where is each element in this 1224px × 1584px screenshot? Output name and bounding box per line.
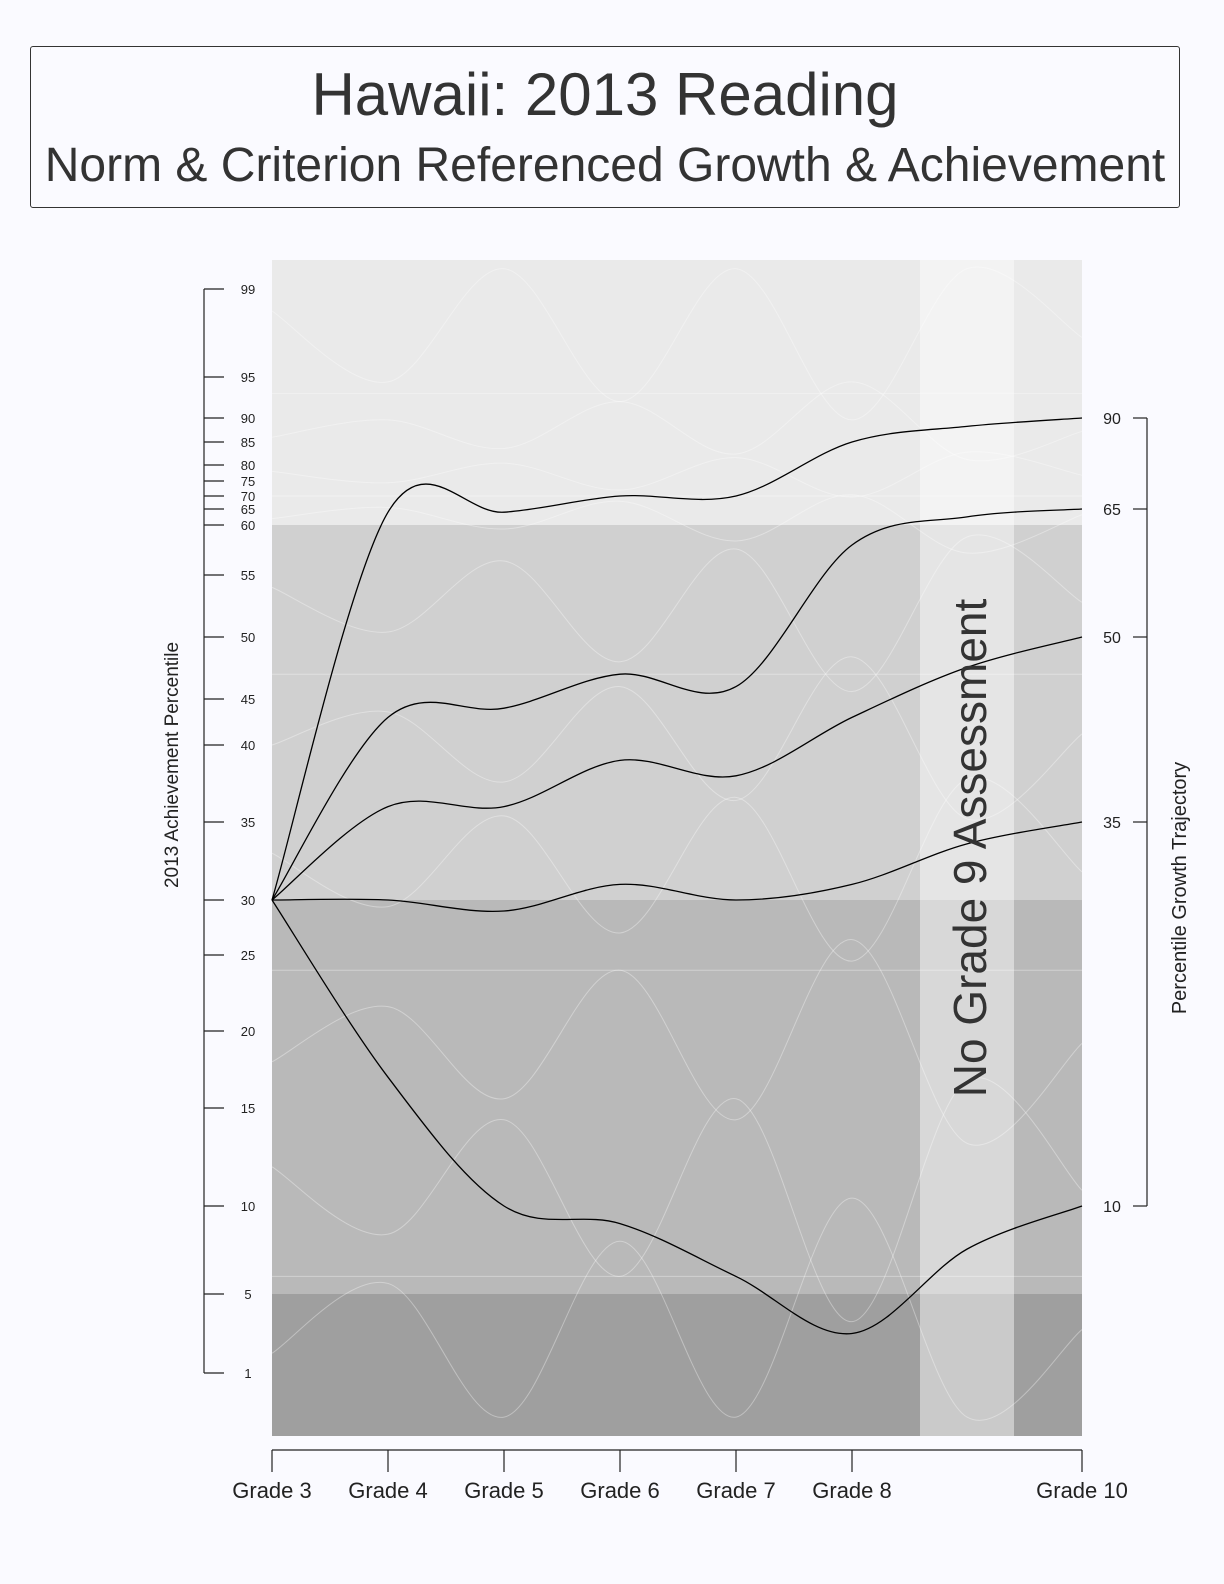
left-tick-label: 45 [241,692,255,707]
right-axis: 10 35 50 65 90 [1103,411,1148,1216]
left-tick-label: 90 [241,411,255,426]
no-assessment-gap [920,260,1014,1436]
left-tick-label: 10 [241,1199,255,1214]
achievement-band-1 [272,260,1082,525]
chart-title: Hawaii: 2013 Reading [311,61,899,128]
percentile-curve [271,451,1083,498]
x-tick-label: Grade 5 [464,1478,544,1503]
left-tick-label: 30 [241,893,255,908]
x-tick-label: Grade 10 [1036,1478,1128,1503]
trajectory-90 [271,417,1083,901]
left-tick-label: 15 [241,1101,255,1116]
trajectory-lines [271,417,1083,1335]
right-tick-label: 50 [1103,630,1121,647]
percentile-curve [271,494,1083,554]
chart-subtitle: Norm & Criterion Referenced Growth & Ach… [44,139,1166,192]
percentile-curves [271,266,1083,1421]
left-tick-label: 65 [241,502,255,517]
right-tick-label: 10 [1103,1199,1121,1216]
title-box: Hawaii: 2013 Reading Norm & Criterion Re… [30,46,1180,208]
left-axis-label: 2013 Achievement Percentile [162,642,183,888]
right-tick-label: 65 [1103,502,1121,519]
achievement-band-2 [272,525,1082,900]
percentile-curve [271,381,1083,462]
left-tick-label: 99 [241,282,255,297]
x-tick-label: Grade 7 [696,1478,776,1503]
left-tick-label: 35 [241,815,255,830]
right-tick-label: 35 [1103,815,1121,832]
left-tick-label: 85 [241,435,255,450]
trajectory-50 [271,636,1083,901]
percentile-curve [271,776,1083,962]
trajectory-35 [271,821,1083,913]
right-tick-label: 90 [1103,411,1121,428]
left-tick-label: 50 [241,630,255,645]
left-tick-label: 55 [241,568,255,583]
achievement-bands [272,260,1082,1436]
left-tick-label: 70 [241,489,255,504]
trajectory-65 [271,508,1083,901]
percentile-curve [271,1197,1083,1421]
x-tick-label: Grade 6 [580,1478,660,1503]
left-tick-label: 5 [244,1287,251,1302]
left-tick-label: 95 [241,370,255,385]
achievement-band-3 [272,900,1082,1294]
left-tick-label: 80 [241,458,255,473]
left-tick-label: 40 [241,738,255,753]
x-tick-label: Grade 3 [232,1478,312,1503]
achievement-band-4 [272,1294,1082,1436]
left-tick-label: 75 [241,474,255,489]
gap-annotation: No Grade 9 Assessment [944,599,996,1098]
trajectory-10 [271,899,1083,1335]
bottom-axis: Grade 3 Grade 4 Grade 5 Grade 6 Grade 7 Grade… [232,1449,1128,1503]
x-tick-label: Grade 8 [812,1478,892,1503]
x-tick-label: Grade 4 [348,1478,428,1503]
right-axis-label: Percentile Growth Trajectory [1169,762,1191,1014]
percentile-curve [271,266,1083,421]
percentile-curve [271,1077,1083,1323]
left-tick-label: 20 [241,1024,255,1039]
left-tick-label: 1 [244,1366,251,1381]
left-tick-label: 25 [241,948,255,963]
percentile-curve [271,939,1083,1146]
left-tick-label: 60 [241,518,255,533]
percentile-curve [271,534,1083,693]
